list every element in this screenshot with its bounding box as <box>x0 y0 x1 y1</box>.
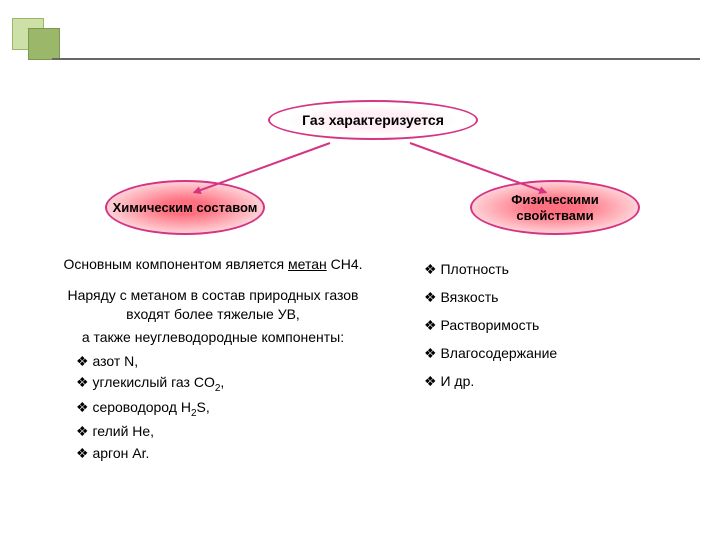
lead-prefix: Основным компонентом является <box>63 256 288 272</box>
node-center: Газ характеризуется <box>268 100 478 140</box>
list-item: Вязкость <box>424 283 680 311</box>
node-right-label: Физическими свойствами <box>472 192 638 223</box>
node-left: Химическим составом <box>105 180 265 235</box>
node-right: Физическими свойствами <box>470 180 640 235</box>
header-rule <box>52 58 700 60</box>
list-item: сероводород H2S, <box>76 397 368 421</box>
left-sub2: а также неуглеводородные компоненты: <box>58 328 368 347</box>
arrow-to-right <box>410 142 547 193</box>
lead-suffix: CH4. <box>327 256 363 272</box>
arrow-to-left <box>193 142 330 193</box>
right-bullets: Плотность Вязкость Растворимость Влагосо… <box>424 255 680 395</box>
left-column: Основным компонентом является метан CH4.… <box>58 255 368 464</box>
list-item: азот N, <box>76 351 368 373</box>
left-lead: Основным компонентом является метан CH4. <box>58 255 368 274</box>
node-center-label: Газ характеризуется <box>302 112 444 128</box>
list-item: углекислый газ CO2, <box>76 372 368 396</box>
square-front <box>28 28 60 60</box>
list-item: И др. <box>424 367 680 395</box>
left-bullets: азот N, углекислый газ CO2, сероводород … <box>76 351 368 465</box>
list-item: Растворимость <box>424 311 680 339</box>
list-item: Влагосодержание <box>424 339 680 367</box>
list-item: аргон Ar. <box>76 443 368 465</box>
lead-underlined: метан <box>288 256 327 272</box>
node-left-label: Химическим составом <box>113 200 258 216</box>
list-item: гелий He, <box>76 421 368 443</box>
left-sub1: Наряду с метаном в состав природных газо… <box>58 286 368 324</box>
right-column: Плотность Вязкость Растворимость Влагосо… <box>420 255 680 395</box>
list-item: Плотность <box>424 255 680 283</box>
